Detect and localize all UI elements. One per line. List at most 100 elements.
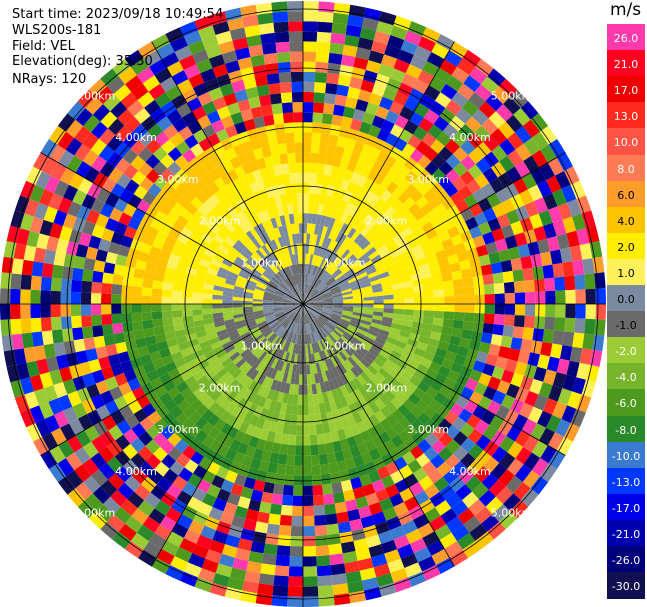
velocity-gate [229,567,247,581]
velocity-gate [351,314,363,320]
velocity-gate [235,342,246,352]
velocity-gate [376,333,388,341]
velocity-gate [292,102,303,113]
velocity-gate [177,363,190,375]
velocity-gate [393,308,404,315]
velocity-gate [273,164,283,176]
velocity-gate [318,283,327,292]
velocity-gate [107,514,125,532]
velocity-gate [334,419,344,431]
velocity-gate [255,2,273,15]
velocity-gate [283,297,294,302]
velocity-gate [322,309,333,314]
velocity-gate [188,40,206,55]
velocity-gate [140,115,157,132]
velocity-gate [285,132,295,144]
velocity-gate [249,369,259,381]
velocity-gate [303,445,311,456]
velocity-gate [120,92,138,109]
velocity-gate [217,213,229,226]
velocity-gate [66,119,84,138]
velocity-gate [33,152,50,171]
range-ring-label: 5.00km [491,507,533,520]
velocity-gate [36,233,50,250]
velocity-gate [300,304,303,314]
velocity-gate [218,333,230,341]
velocity-gate [195,269,207,278]
velocity-gate [363,307,374,312]
velocity-gate [298,324,301,335]
velocity-gate [258,501,272,514]
velocity-gate [275,41,290,53]
velocity-gate [300,344,303,355]
velocity-gate [282,301,293,304]
velocity-gate [213,285,224,292]
velocity-gate [164,235,177,247]
velocity-gate [265,62,279,75]
velocity-gate [248,159,260,172]
velocity-gate [376,21,394,35]
velocity-gate [106,440,123,457]
velocity-gate [328,228,336,240]
velocity-gate [241,265,253,274]
velocity-gate [294,223,300,234]
velocity-gate [83,475,101,494]
velocity-gate [194,275,206,283]
velocity-gate [225,279,236,286]
velocity-gate [250,54,266,67]
velocity-gate [237,253,249,263]
velocity-gate [269,503,282,515]
velocity-gate [324,370,332,381]
velocity-gate [153,446,168,462]
velocity-gate [235,547,251,561]
velocity-gate [400,386,413,399]
velocity-gate [199,340,211,350]
velocity-gate [442,280,454,290]
velocity-gate [510,89,529,108]
velocity-gate [359,27,377,41]
velocity-gate [368,250,380,260]
velocity-gate [391,160,404,174]
velocity-gate [453,287,465,297]
velocity-gate [192,370,205,382]
velocity-gate [10,288,21,304]
velocity-gate [295,445,303,456]
velocity-gate [277,286,287,293]
velocity-gate [340,54,356,67]
velocity-gate [391,318,403,325]
velocity-gate [494,293,505,304]
velocity-gate [393,502,409,517]
velocity-gate [33,247,47,263]
velocity-gate [186,97,203,112]
velocity-gate [324,359,332,370]
velocity-gate [263,293,274,298]
velocity-gate [326,278,336,287]
velocity-gate [503,314,515,327]
velocity-gate [411,418,425,432]
velocity-gate [73,338,86,353]
velocity-gate [460,170,475,186]
velocity-gate [241,454,254,468]
velocity-gate [343,301,354,304]
velocity-gate [286,266,293,277]
velocity-gate [487,521,506,540]
velocity-gate [144,262,157,273]
velocity-gate [267,462,278,474]
velocity-gate [117,108,134,126]
velocity-gate [284,256,291,267]
velocity-gate [411,244,423,255]
velocity-gate [248,44,264,57]
velocity-gate [395,258,407,268]
velocity-gate [323,306,334,309]
velocity-gate [328,282,338,289]
velocity-gate [33,437,50,456]
colorbar-tick-label: 4.0 [617,214,635,228]
velocity-gate [260,32,276,45]
velocity-gate [262,299,273,303]
velocity-gate [196,375,209,387]
velocity-gate [156,257,169,268]
velocity-gate [221,357,233,368]
velocity-gate [159,372,172,385]
velocity-gate [131,304,142,313]
velocity-gate [320,412,329,424]
